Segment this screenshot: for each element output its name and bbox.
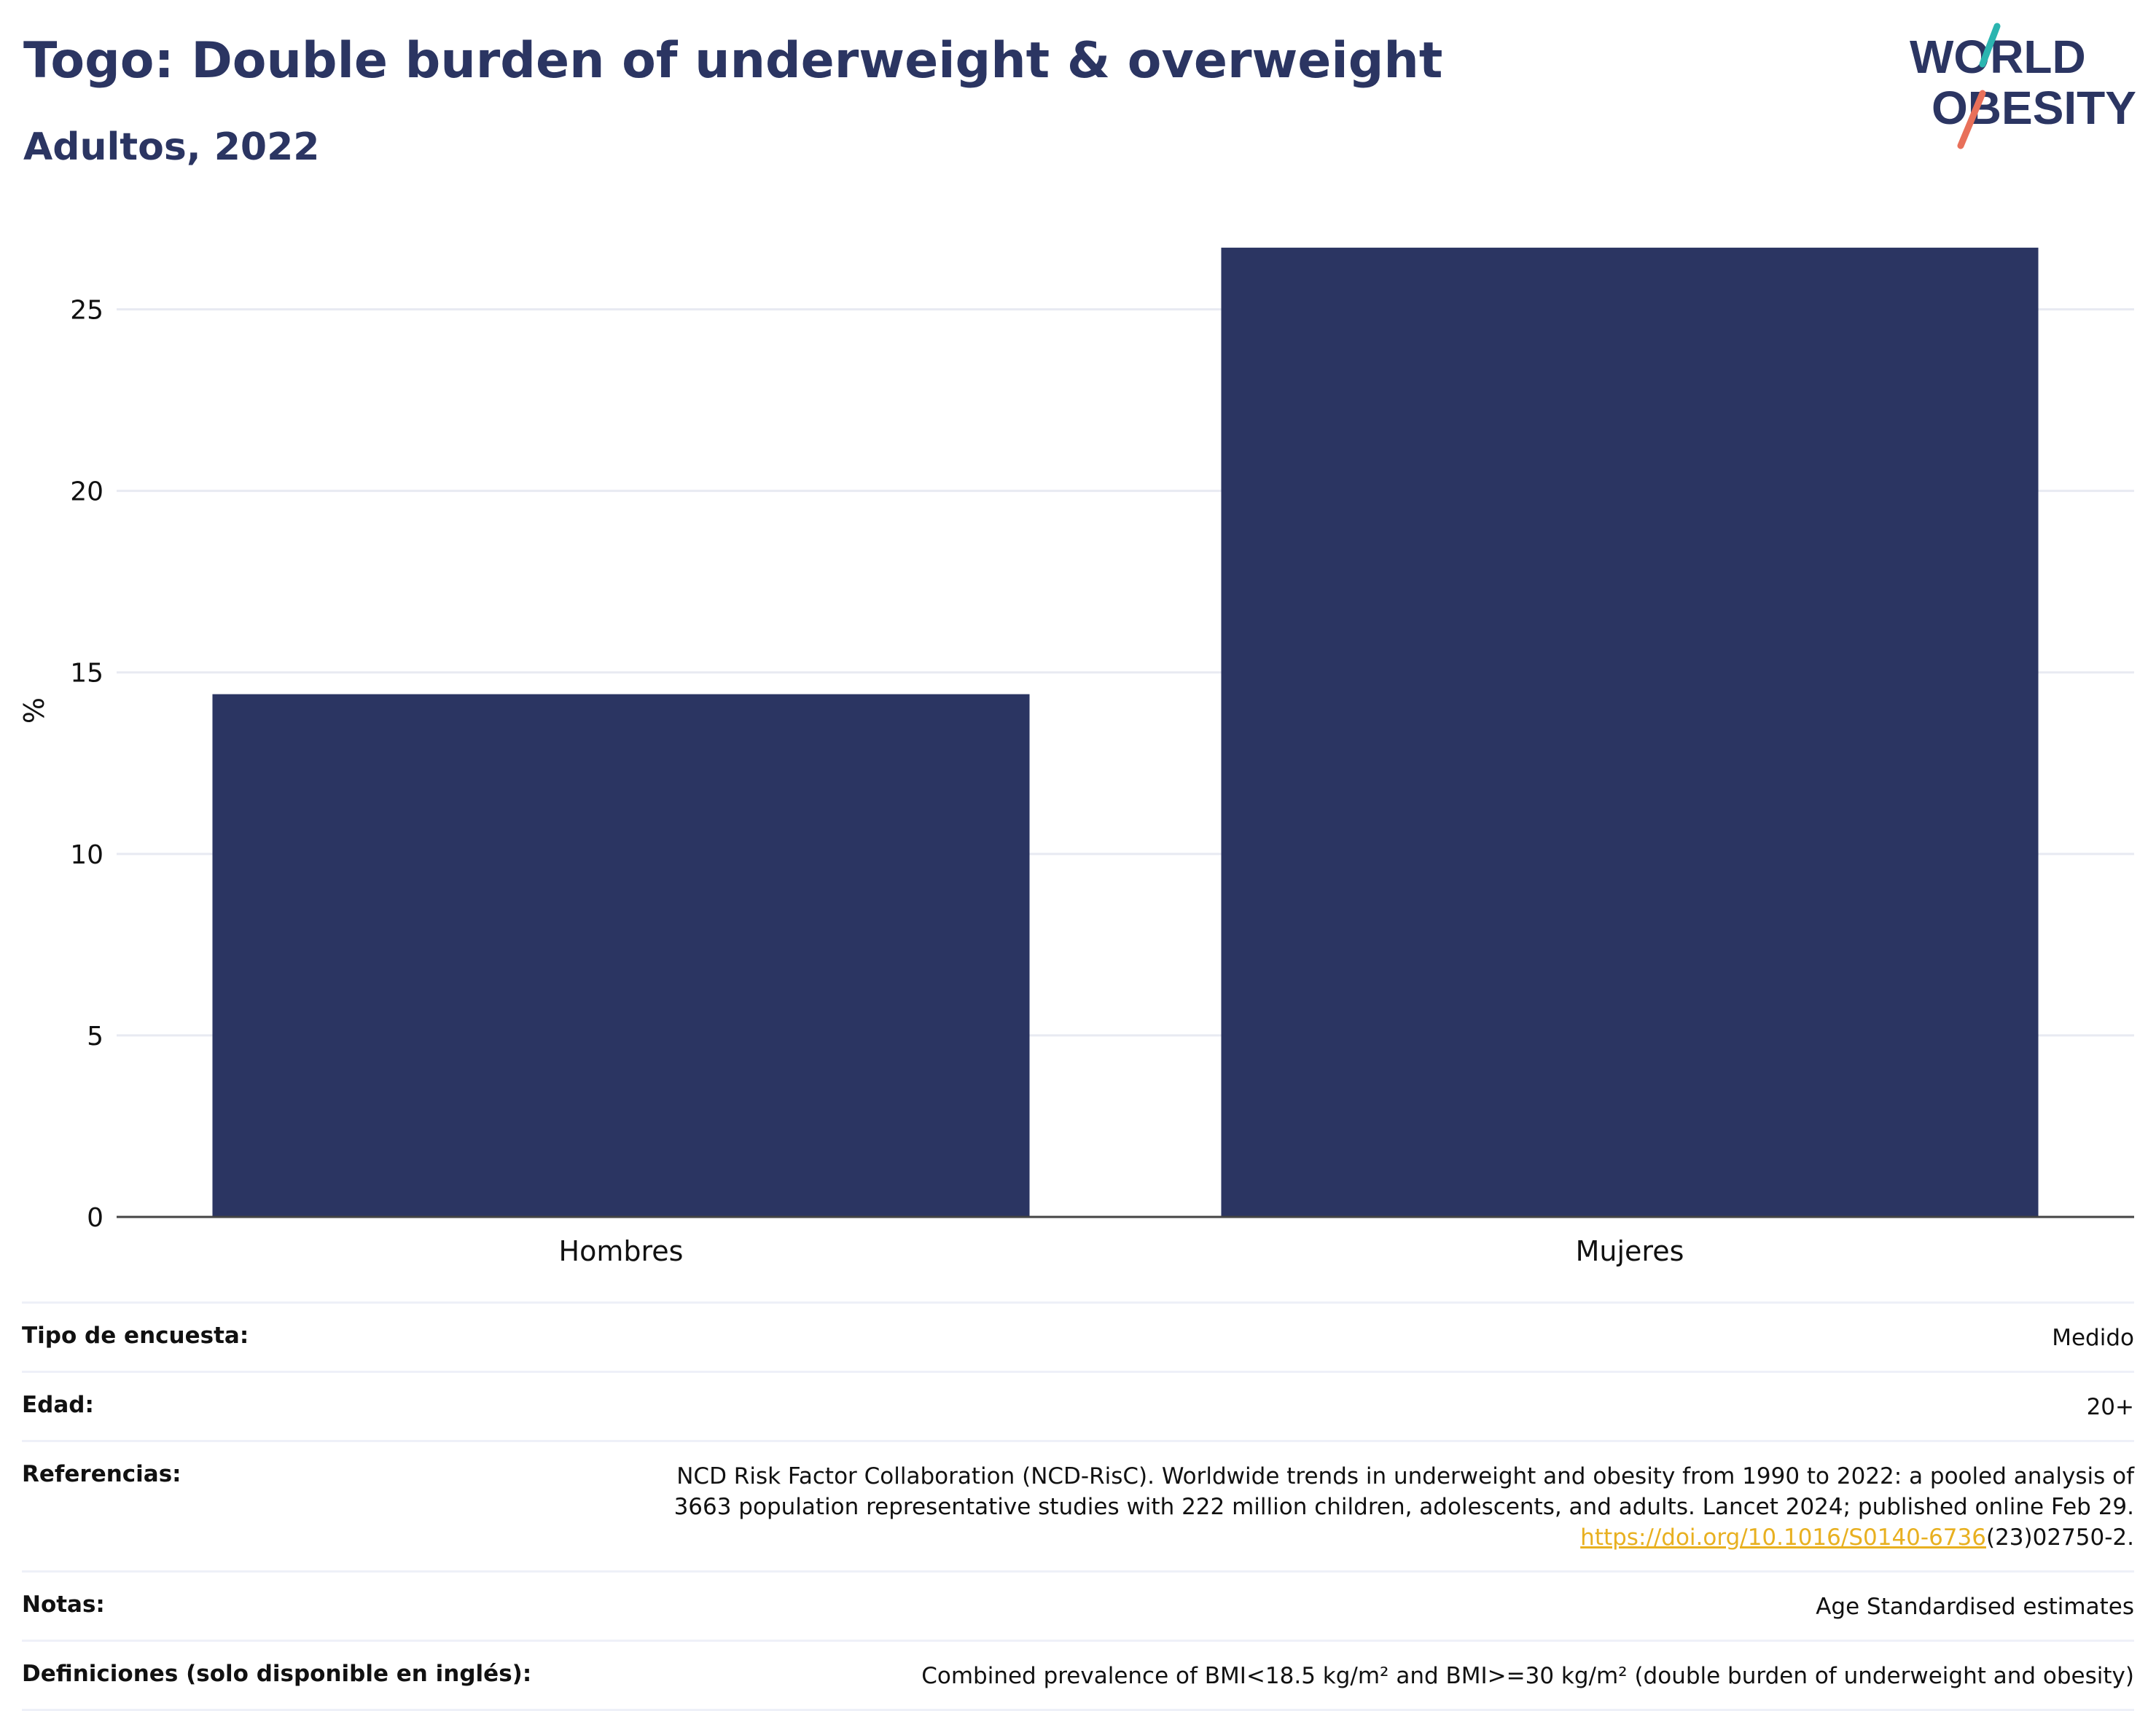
survey-label: Tipo de encuesta: [22,1323,249,1349]
y-tick-labels: 0 5 10 15 20 25 [70,296,103,1233]
bars [212,247,2039,1218]
meta-row-references: Referencias: NCD Risk Factor Collaborati… [22,1440,2134,1570]
y-tick-label: 5 [87,1022,103,1052]
definitions-label: Definiciones (solo disponible en inglés)… [22,1661,532,1687]
references-value: NCD Risk Factor Collaboration (NCD-RisC)… [674,1461,2134,1553]
meta-row-age: Edad: 20+ [22,1371,2134,1440]
chart-title: Togo: Double burden of underweight & ove… [23,32,1443,90]
notes-label: Notas: [22,1591,105,1618]
references-line-1: NCD Risk Factor Collaboration (NCD-RisC)… [676,1463,2134,1489]
world-obesity-logo: WORLD OBESITY [1910,23,2136,149]
logo-slash-teal [1979,23,2001,68]
y-tick-label: 10 [70,840,103,870]
meta-row-survey: Tipo de encuesta: Medido [22,1301,2134,1371]
y-tick-label: 25 [70,296,103,326]
notes-value: Age Standardised estimates [1816,1594,2134,1620]
doi-link[interactable]: https://doi.org/10.1016/S0140-6736 [1580,1524,1986,1551]
y-tick-label: 20 [70,477,103,507]
y-tick-label: 0 [87,1203,103,1233]
logo-slash-coral [1957,90,1986,149]
x-tick-label: Hombres [559,1235,684,1267]
references-label: Referencias: [22,1461,181,1487]
bar-chart: 0 5 10 15 20 25 Hombres Mujeres % [18,247,2134,1267]
chart-subtitle: Adultos, 2022 [23,125,320,169]
survey-value: Medido [2052,1325,2134,1351]
age-label: Edad: [22,1392,94,1418]
definitions-value: Combined prevalence of BMI<18.5 kg/m² an… [921,1663,2134,1689]
x-tick-labels: Hombres Mujeres [559,1235,1684,1267]
meta-row-notes: Notas: Age Standardised estimates [22,1570,2134,1640]
references-line-2: 3663 population representative studies w… [673,1494,2134,1520]
y-tick-label: 15 [70,659,103,689]
doi-suffix: (23)02750-2. [1985,1524,2134,1551]
x-tick-label: Mujeres [1576,1235,1684,1267]
age-value: 20+ [2086,1394,2134,1420]
y-axis-label: % [18,697,50,724]
bar-mujeres[interactable] [1221,247,2039,1218]
logo-word-world: WORLD [1910,31,2086,83]
metadata-table: Tipo de encuesta: Medido Edad: 20+ Refer… [22,1301,2134,1711]
bar-hombres[interactable] [212,694,1030,1217]
meta-row-definitions: Definiciones (solo disponible en inglés)… [22,1640,2134,1711]
